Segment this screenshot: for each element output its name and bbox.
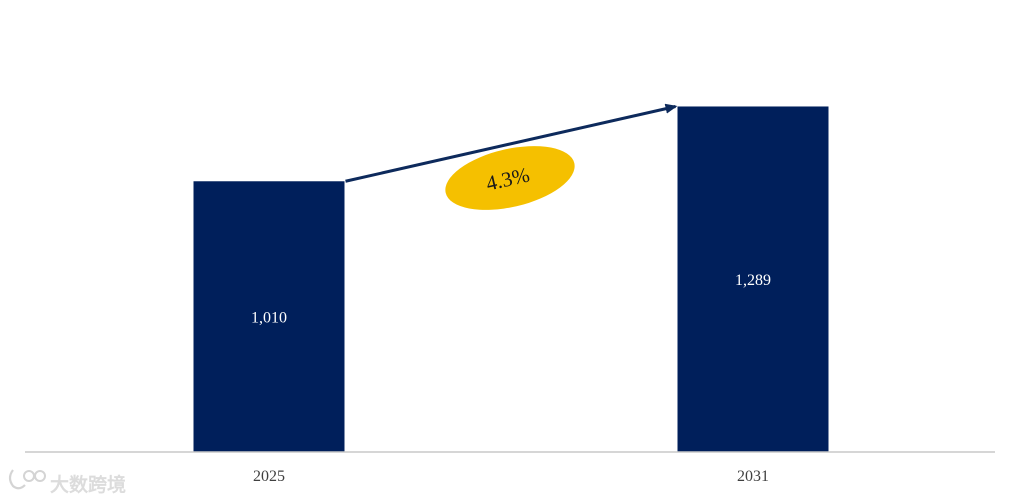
- bar-2031: [677, 106, 829, 453]
- bar-2025: [193, 181, 345, 452]
- data-label-2031: 1,289: [735, 272, 771, 289]
- growth-arrow: [345, 103, 678, 183]
- watermark: 大数跨境: [8, 469, 126, 496]
- x-axis-ticks: 2025 2031: [253, 468, 769, 485]
- bars-layer: 1,010 1,289: [193, 106, 829, 453]
- x-tick-label-2025: 2025: [253, 468, 285, 485]
- growth-annotation: 4.3%: [345, 103, 678, 210]
- cagr-badge: [445, 146, 575, 210]
- x-tick-label-2031: 2031: [737, 468, 769, 485]
- watermark-text: 大数跨境: [50, 473, 126, 496]
- logo-mark-icon: [8, 469, 46, 490]
- data-label-2025: 1,010: [251, 310, 287, 327]
